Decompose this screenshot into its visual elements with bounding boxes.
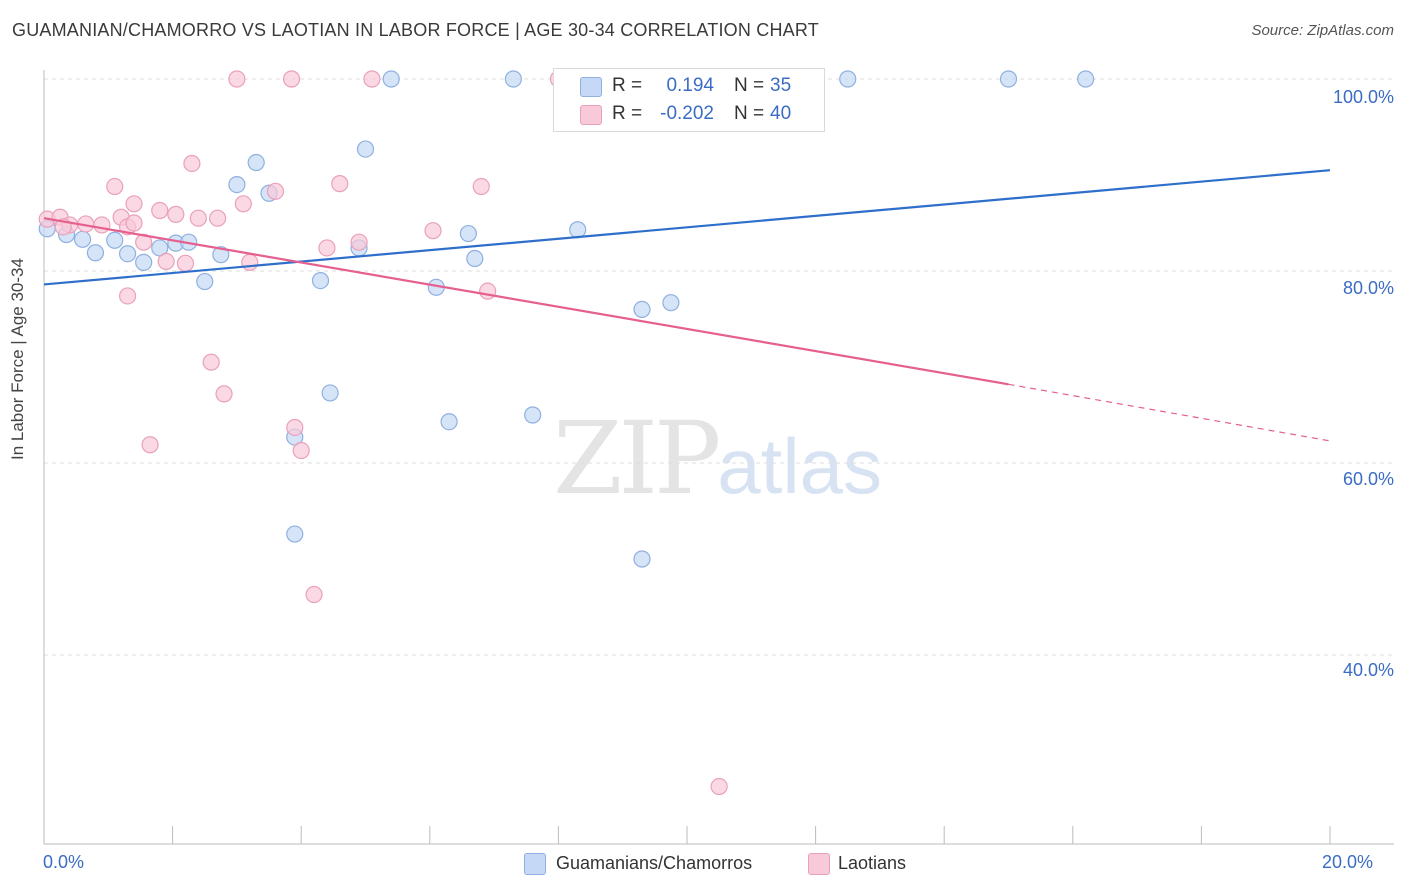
laotian-point: [318, 239, 336, 257]
laotian-point: [424, 222, 442, 240]
source-label: Source: ZipAtlas.com: [1251, 22, 1394, 39]
guamanian-point: [86, 244, 105, 262]
watermark: ZIPatlas: [553, 400, 882, 517]
legend-r-label: R =: [612, 103, 643, 124]
guamanian-point: [633, 550, 651, 568]
laotian-point: [125, 195, 143, 213]
guamanian-point: [504, 70, 522, 88]
x-tick-max: 20.0%: [1322, 852, 1374, 872]
bottom-legend-swatch-blue: [524, 853, 546, 875]
laotian-point: [234, 195, 252, 213]
laotian-point: [241, 253, 259, 271]
legend-r-value: -0.202: [660, 103, 714, 124]
laotian-point: [228, 70, 246, 88]
laotian-point: [125, 214, 143, 232]
guamanian-point: [569, 221, 587, 239]
guamanian-point: [999, 70, 1018, 88]
guamanian-point: [196, 272, 214, 291]
y-tick-40: 40.0%: [1342, 660, 1394, 680]
laotian-point: [305, 585, 323, 604]
bottom-legend-label: Laotians: [838, 853, 907, 873]
guamanian-point: [440, 413, 458, 431]
laotian-trend-line: [43, 217, 1009, 386]
legend-r-value: 0.194: [666, 75, 714, 96]
laotian-point: [331, 175, 349, 193]
guamanian-point: [524, 406, 542, 424]
legend-n-label: N =: [734, 103, 765, 124]
watermark-atlas: atlas: [717, 422, 883, 510]
laotian-point: [350, 233, 368, 251]
guamanian-point: [311, 272, 330, 290]
laotian-point: [151, 201, 169, 220]
laotian-point: [479, 282, 497, 300]
guamanian-point: [662, 294, 680, 312]
x-tick-min: 0.0%: [43, 852, 85, 872]
guamanian-point: [633, 300, 651, 318]
chart-title: GUAMANIAN/CHAMORRO VS LAOTIAN IN LABOR F…: [12, 20, 819, 40]
laotian-point: [93, 216, 111, 234]
legend-n-label: N =: [734, 75, 765, 96]
laotian-point: [106, 177, 124, 196]
laotian-point: [189, 209, 207, 227]
laotian-point: [167, 205, 185, 223]
laotian-point: [141, 436, 159, 454]
guamanian-point: [839, 70, 857, 88]
legend-n-value: 40: [770, 103, 792, 124]
legend-swatch-pink: [580, 105, 602, 125]
guamanian-point: [228, 176, 246, 194]
watermark-zip: ZIP: [553, 400, 721, 517]
guamanian-point: [135, 253, 153, 271]
bottom-legend-swatch-pink: [808, 853, 830, 875]
laotian-point: [710, 777, 728, 796]
legend-row-laotians: R = -0.202 N = 40: [554, 101, 824, 129]
laotian-point: [176, 254, 195, 272]
legend-n-value: 35: [770, 75, 792, 96]
guamanian-point: [466, 249, 484, 268]
laotian-trend-extension: [1008, 383, 1331, 442]
stats-legend: R = 0.194 N = 35 R = -0.202 N = 40: [553, 68, 825, 132]
y-tick-60: 60.0%: [1342, 469, 1394, 489]
guamanian-point: [459, 224, 477, 243]
bottom-legend-label: Guamanians/Chamorros: [556, 853, 753, 873]
laotian-point: [209, 209, 227, 227]
laotian-point: [286, 418, 304, 437]
laotian-point: [282, 70, 301, 88]
legend-r-label: R =: [612, 75, 643, 96]
laotian-point: [472, 177, 490, 196]
guamanian-trend-line: [43, 169, 1331, 286]
guamanian-point: [1077, 70, 1095, 88]
legend-row-guamanians: R = 0.194 N = 35: [554, 73, 824, 101]
laotian-point: [202, 353, 220, 371]
laotian-point: [135, 233, 153, 251]
laotian-point: [363, 70, 381, 88]
laotian-point: [292, 441, 310, 460]
laotian-point: [118, 287, 137, 305]
laotian-point: [215, 385, 233, 403]
guamanian-point: [321, 384, 339, 402]
guamanian-point: [106, 231, 124, 249]
laotian-point: [266, 182, 285, 200]
guamanian-point: [247, 153, 265, 172]
legend-swatch-blue: [580, 77, 602, 97]
y-tick-80: 80.0%: [1342, 278, 1394, 298]
guamanian-point: [382, 70, 400, 88]
guamanian-point: [118, 245, 137, 263]
guamanian-point: [356, 140, 375, 158]
laotian-point: [157, 252, 175, 270]
guamanian-point: [212, 246, 230, 264]
guamanian-point: [73, 230, 92, 248]
y-tick-100: 100.0%: [1332, 87, 1394, 107]
laotian-point: [183, 154, 201, 173]
guamanian-point: [286, 525, 304, 543]
